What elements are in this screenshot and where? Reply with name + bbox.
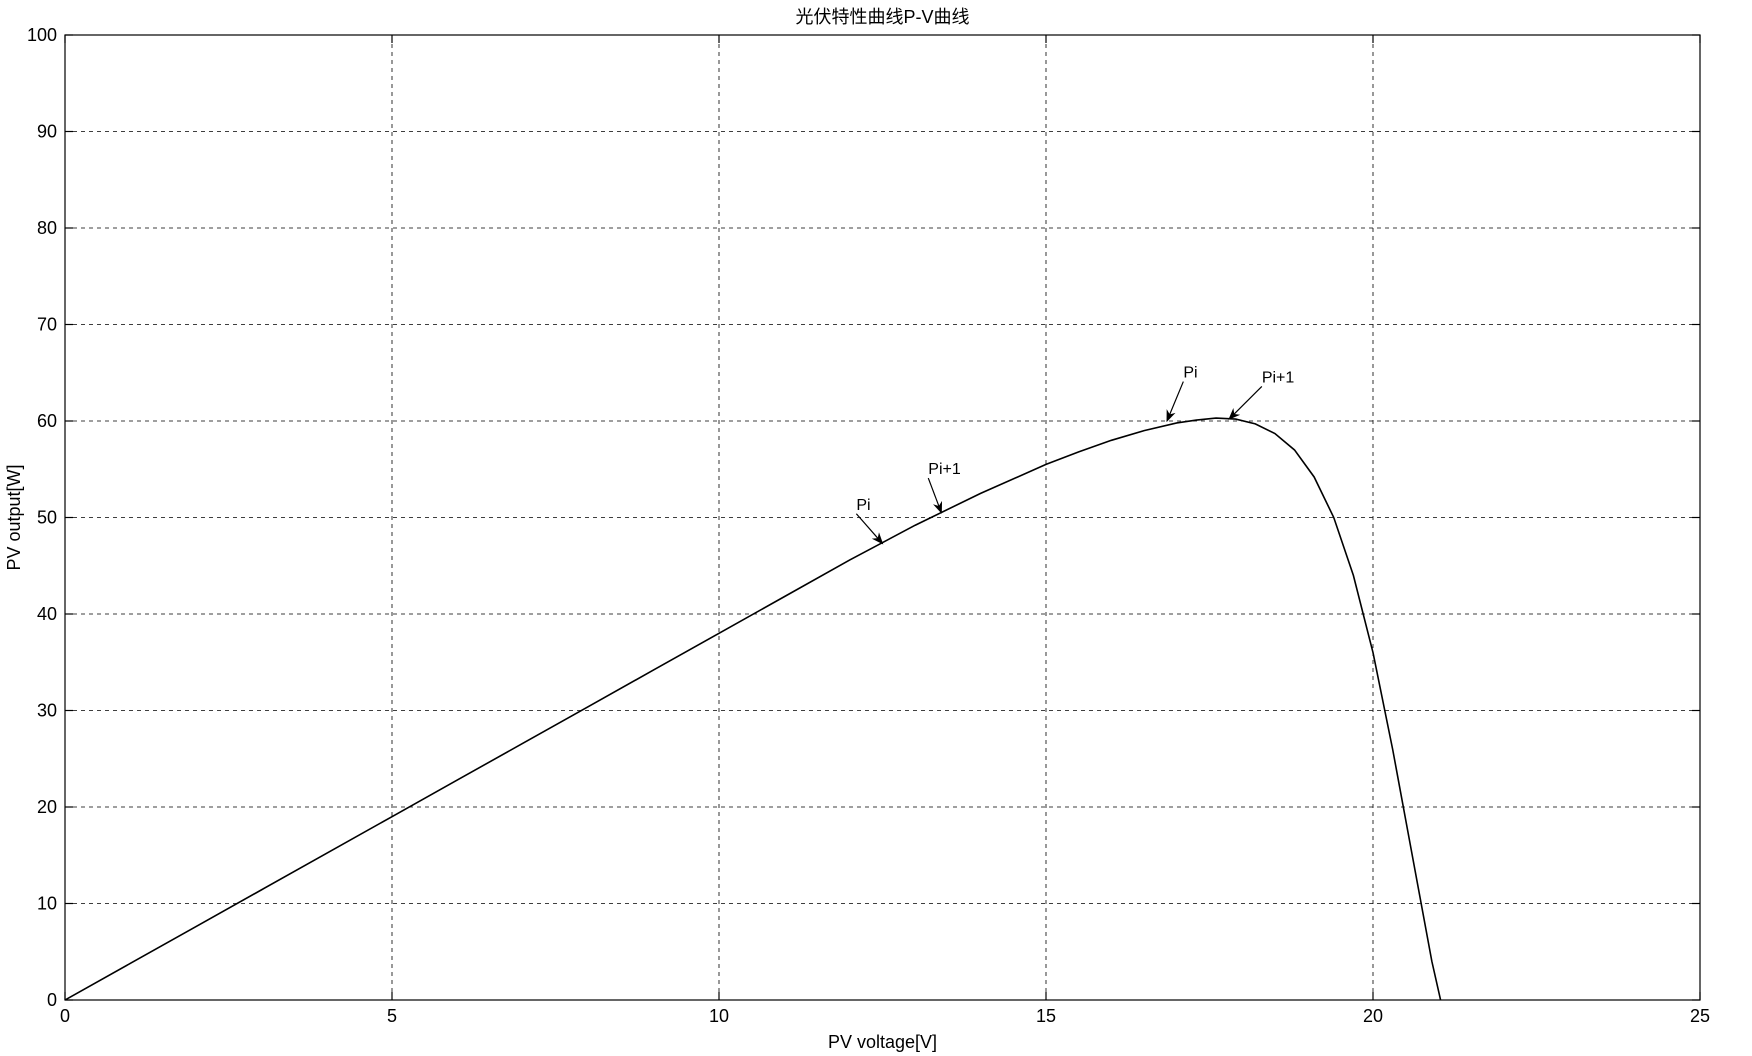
- y-tick-label: 50: [37, 508, 57, 528]
- x-tick-label: 20: [1363, 1006, 1383, 1026]
- y-tick-label: 100: [27, 25, 57, 45]
- y-tick-label: 70: [37, 315, 57, 335]
- y-tick-label: 30: [37, 701, 57, 721]
- x-axis-label: PV voltage[V]: [828, 1032, 937, 1052]
- x-tick-label: 5: [387, 1006, 397, 1026]
- annotation-label: Pi+1: [928, 461, 961, 478]
- x-tick-label: 15: [1036, 1006, 1056, 1026]
- y-tick-label: 20: [37, 797, 57, 817]
- y-tick-label: 60: [37, 411, 57, 431]
- y-tick-label: 40: [37, 604, 57, 624]
- chart-title: 光伏特性曲线P-V曲线: [795, 7, 969, 27]
- x-tick-label: 25: [1690, 1006, 1710, 1026]
- annotation-label: Pi+1: [1262, 369, 1295, 386]
- y-tick-label: 80: [37, 218, 57, 238]
- y-tick-label: 90: [37, 122, 57, 142]
- pv-chart: 0 5 10 15 20 25 0 10 20 30 40 50 60 70 80 90 100 PV volta…: [0, 0, 1752, 1056]
- y-tick-label: 10: [37, 894, 57, 914]
- x-tick-label: 0: [60, 1006, 70, 1026]
- x-tick-label: 10: [709, 1006, 729, 1026]
- plot-background: [0, 0, 1752, 1056]
- annotation-label: Pi: [1183, 365, 1197, 382]
- y-tick-label: 0: [47, 990, 57, 1010]
- annotation-label: Pi: [856, 497, 870, 514]
- y-axis-label: PV output[W]: [4, 464, 24, 570]
